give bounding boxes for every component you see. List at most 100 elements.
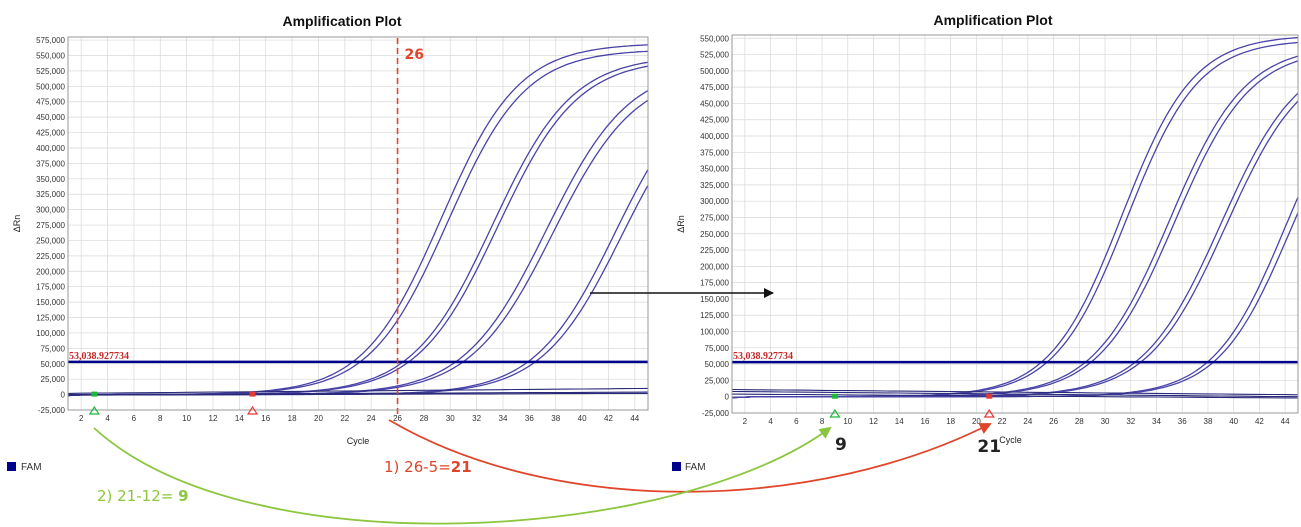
right-y-tick-label: 0: [725, 393, 730, 402]
left-y-tick-label: 450,000: [36, 113, 65, 122]
right-baseline-start-handle-triangle: [829, 408, 841, 418]
right-y-tick-label: 550,000: [700, 34, 729, 43]
right-x-tick-label: 28: [1075, 417, 1084, 426]
right-y-tick-label: 250,000: [700, 230, 729, 239]
right-threshold-label: 53,038.927734: [733, 351, 793, 362]
right-baseline-start-handle-square: [831, 393, 838, 399]
right-baseline-end-handle-square: [986, 393, 993, 399]
right-y-tick-label: 400,000: [700, 132, 729, 141]
right-flat-curve-1: [731, 388, 1299, 396]
right-baseline-handles[interactable]: [829, 393, 995, 418]
right-amplification-curve-4: [731, 60, 1299, 399]
left-baseline-start-handle-square: [91, 391, 98, 397]
right-x-ticks: 2 4 6 8 10 12 14 16 18 20 22 24 26 28 30 32 34 36 38 40 42 44: [743, 417, 1290, 426]
left-y-tick-label: 275,000: [36, 221, 65, 230]
right-x-tick-label: 40: [1229, 417, 1238, 426]
step2-result: 9: [178, 487, 188, 505]
right-amplification-curve-5: [731, 92, 1299, 399]
right-x-tick-label: 4: [768, 417, 773, 426]
left-y-tick-label: 200,000: [36, 267, 65, 276]
right-x-tick-label: 42: [1255, 417, 1264, 426]
left-x-tick-label: 12: [209, 414, 218, 423]
left-y-tick-label: 225,000: [36, 252, 65, 261]
left-chart-title: Amplification Plot: [283, 13, 402, 29]
right-baseline-end-handle-triangle: [983, 408, 995, 418]
left-amplification-curve-1: [67, 44, 649, 397]
right-chart: Amplification Plot -25,000 0 25,000 50,000 7…: [672, 12, 1299, 473]
red-shift-arrow: [388, 419, 992, 493]
left-y-tick-label: -25,000: [38, 406, 66, 415]
right-amplification-curve-6: [731, 100, 1299, 399]
left-x-axis-label: Cycle: [347, 436, 370, 446]
left-amplification-curve-3: [67, 61, 649, 397]
left-amplification-curve-5: [67, 90, 649, 397]
right-gridlines: [732, 35, 1298, 414]
right-legend-swatch: [672, 462, 681, 471]
right-x-tick-label: 18: [946, 417, 955, 426]
left-baseline-handles[interactable]: [88, 391, 259, 415]
right-flat-curve-3: [731, 393, 1299, 399]
right-x-tick-label: 14: [895, 417, 904, 426]
left-x-tick-label: 44: [630, 414, 639, 423]
right-chart-title: Amplification Plot: [934, 12, 1053, 28]
right-x-tick-label: 12: [869, 417, 878, 426]
right-y-tick-label: 100,000: [700, 328, 729, 337]
right-flat-curve-2: [731, 390, 1299, 398]
left-y-tick-label: 125,000: [36, 314, 65, 323]
left-x-tick-label: 14: [235, 414, 244, 423]
right-y-tick-label: 50,000: [705, 360, 730, 369]
right-y-tick-label: 425,000: [700, 116, 729, 125]
left-x-ticks: 2 4 6 8 10 12 14 16 18 20 22 24 26 28 30 32 34 36 38 40 42 44: [79, 414, 640, 423]
right-x-tick-label: 38: [1204, 417, 1213, 426]
right-y-tick-label: 525,000: [700, 51, 729, 60]
left-amplification-curve-4: [67, 65, 649, 397]
left-x-tick-label: 16: [261, 414, 270, 423]
left-y-tick-label: 300,000: [36, 206, 65, 215]
right-plot-frame: [731, 34, 1299, 414]
left-x-tick-label: 42: [604, 414, 613, 423]
right-y-axis-label: ΔRn: [676, 215, 686, 233]
left-legend-swatch: [7, 462, 16, 471]
left-x-tick-label: 2: [79, 414, 84, 423]
step1-prefix: 1) 26-5=: [384, 458, 451, 476]
right-x-tick-label: 24: [1023, 417, 1032, 426]
right-x-tick-label: 26: [1049, 417, 1058, 426]
right-x-tick-label: 34: [1152, 417, 1161, 426]
right-x-tick-label: 8: [820, 417, 825, 426]
right-x-tick-label: 36: [1178, 417, 1187, 426]
right-baseline-start-label: 9: [835, 435, 847, 455]
right-y-tick-label: 225,000: [700, 246, 729, 255]
left-legend-label: FAM: [21, 462, 42, 473]
right-y-tick-label: 200,000: [700, 262, 729, 271]
right-legend-label: FAM: [685, 462, 706, 473]
left-y-tick-label: 575,000: [36, 36, 65, 45]
left-cycle-marker-label: 26: [405, 47, 424, 63]
left-x-tick-label: 34: [499, 414, 508, 423]
right-curves: [731, 36, 1299, 399]
left-x-tick-label: 18: [288, 414, 297, 423]
left-y-ticks: -25,000 0 25,000 50,000 75,000 100,000 125,000…: [36, 36, 65, 415]
right-y-tick-label: 175,000: [700, 279, 729, 288]
right-x-axis-label: Cycle: [999, 435, 1022, 445]
left-y-tick-label: 400,000: [36, 144, 65, 153]
left-y-tick-label: 550,000: [36, 51, 65, 60]
left-x-tick-label: 38: [551, 414, 560, 423]
left-y-tick-label: 375,000: [36, 159, 65, 168]
left-x-tick-label: 22: [340, 414, 349, 423]
right-x-tick-label: 10: [843, 417, 852, 426]
right-x-tick-label: 6: [794, 417, 799, 426]
left-y-axis-label: ΔRn: [12, 215, 22, 233]
step1-result: 21: [451, 458, 472, 476]
right-y-tick-label: 450,000: [700, 99, 729, 108]
left-baseline-end-handle-square: [249, 391, 256, 397]
step1-annotation: 1) 26-5=21: [384, 458, 472, 476]
green-shift-arrow: [93, 426, 832, 525]
right-amplification-curve-3: [731, 55, 1299, 399]
left-y-tick-label: 25,000: [41, 375, 66, 384]
left-y-tick-label: 0: [61, 391, 66, 400]
right-x-tick-label: 32: [1126, 417, 1135, 426]
left-y-tick-label: 175,000: [36, 283, 65, 292]
left-x-tick-label: 26: [393, 414, 402, 423]
left-y-tick-label: 150,000: [36, 298, 65, 307]
